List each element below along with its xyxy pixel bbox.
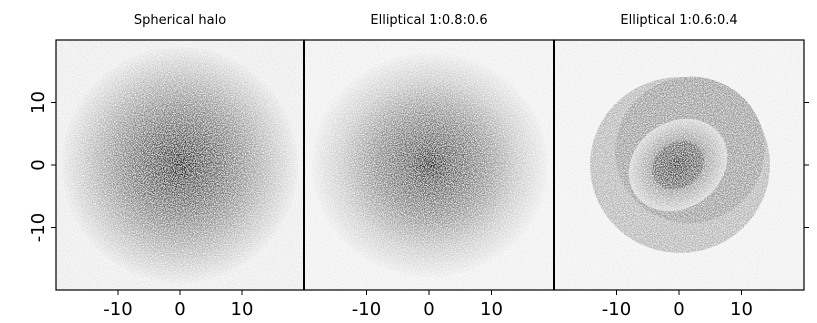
x-tick-label: -10 bbox=[103, 299, 132, 320]
panel-title: Elliptical 1:0.6:0.4 bbox=[620, 13, 737, 28]
density-image bbox=[304, 40, 554, 290]
x-tick-label: 0 bbox=[423, 299, 434, 320]
density-image bbox=[56, 40, 304, 290]
panel-title: Spherical halo bbox=[134, 13, 226, 28]
y-tick-label: -10 bbox=[28, 213, 49, 242]
x-tick-label: 0 bbox=[174, 299, 185, 320]
panel-title: Elliptical 1:0.8:0.6 bbox=[370, 13, 487, 28]
x-tick-label: 0 bbox=[673, 299, 684, 320]
x-tick-label: -10 bbox=[602, 299, 631, 320]
x-tick-label: 10 bbox=[231, 299, 254, 320]
x-tick-label: 10 bbox=[480, 299, 503, 320]
x-tick-label: -10 bbox=[352, 299, 381, 320]
x-tick-label: 10 bbox=[730, 299, 753, 320]
density-image bbox=[554, 40, 804, 290]
y-tick-label: 10 bbox=[28, 91, 49, 114]
y-tick-label: 0 bbox=[28, 159, 49, 170]
